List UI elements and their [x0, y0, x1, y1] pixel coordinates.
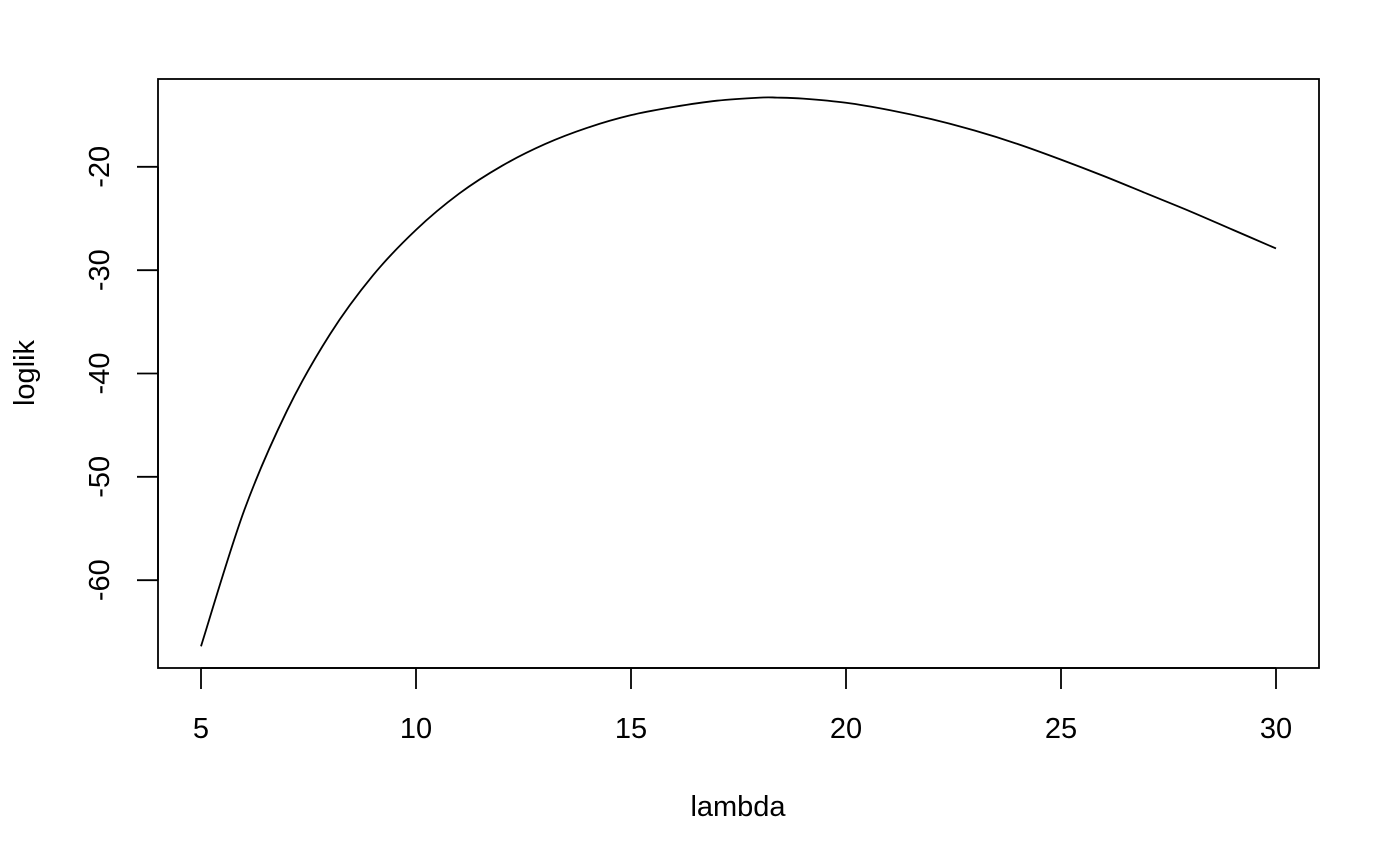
- series-layer: [200, 96, 1277, 647]
- x-tick-label: 15: [615, 713, 647, 745]
- x-tick-label: 5: [193, 713, 209, 745]
- y-tick-label: -30: [84, 249, 116, 291]
- y-axis: -60 -50 -40 -30 -20: [84, 146, 159, 601]
- x-axis: 5 10 15 20 25 30: [193, 667, 1292, 745]
- y-tick-label: -40: [84, 353, 116, 395]
- x-tick-label: 25: [1045, 713, 1077, 745]
- loglik-curve: [200, 96, 1277, 647]
- y-tick-label: -20: [84, 146, 116, 188]
- y-axis-title: loglik: [9, 339, 41, 406]
- y-tick-label: -60: [84, 559, 116, 601]
- x-axis-title: lambda: [690, 791, 786, 823]
- x-tick-label: 20: [830, 713, 862, 745]
- x-tick-label: 30: [1260, 713, 1292, 745]
- x-tick-label: 10: [400, 713, 432, 745]
- y-tick-label: -50: [84, 456, 116, 498]
- plot-frame: [157, 78, 1320, 669]
